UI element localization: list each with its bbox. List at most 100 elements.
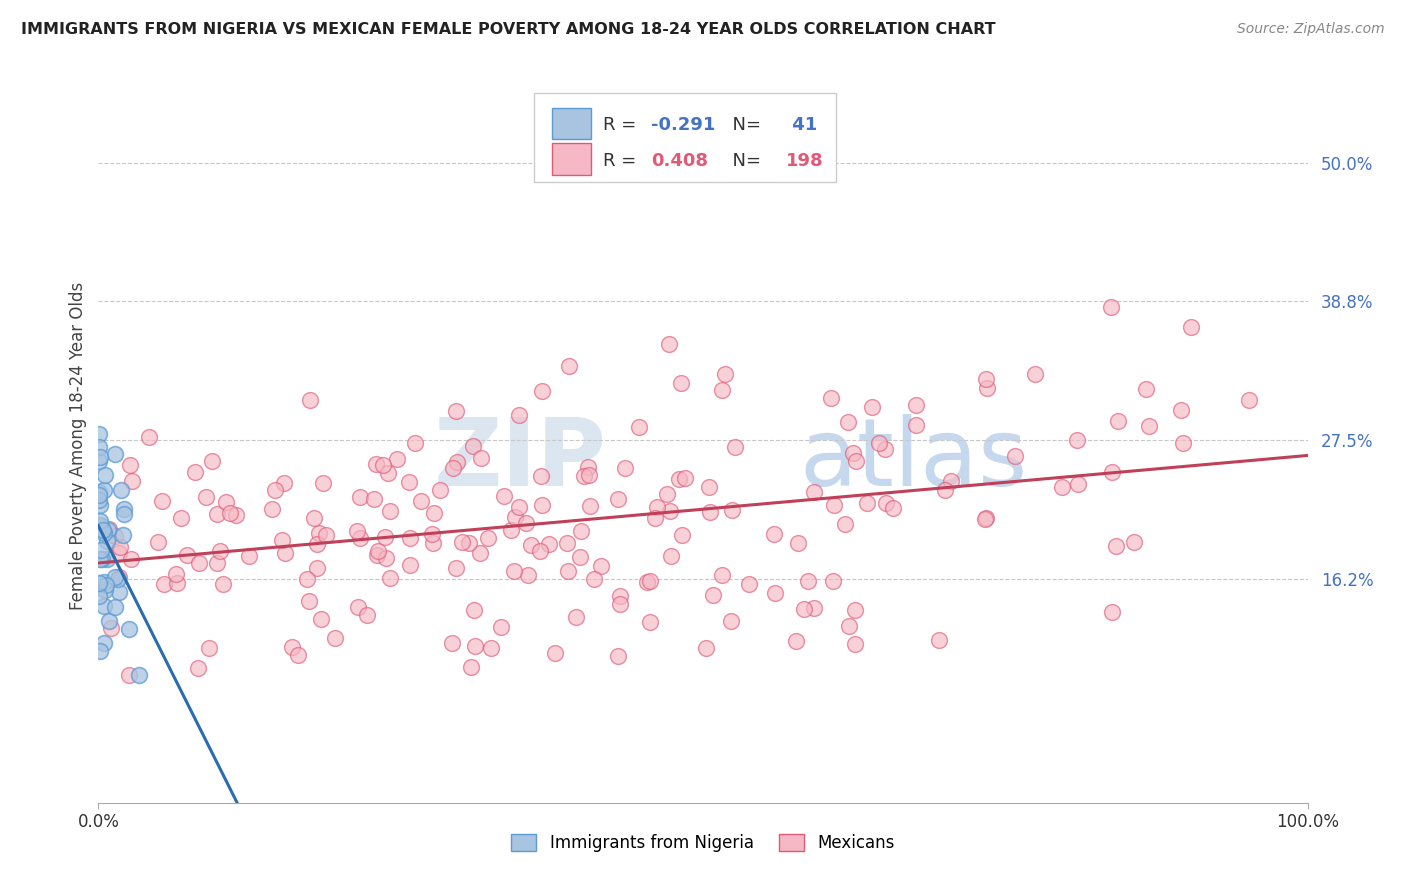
- Point: [834, 516, 856, 531]
- Point: [446, 561, 468, 575]
- Point: [440, 636, 463, 650]
- Point: [516, 568, 538, 582]
- Text: 41: 41: [786, 116, 818, 134]
- Point: [974, 510, 997, 524]
- Point: [1105, 539, 1128, 553]
- Point: [89, 454, 111, 468]
- Point: [572, 469, 595, 483]
- Point: [904, 398, 927, 412]
- Point: [614, 460, 637, 475]
- Point: [699, 505, 721, 519]
- Point: [468, 546, 491, 560]
- Point: [262, 501, 284, 516]
- Point: [463, 439, 485, 453]
- Point: [673, 471, 696, 485]
- Point: [671, 528, 693, 542]
- Point: [89, 644, 111, 658]
- FancyBboxPatch shape: [534, 93, 837, 182]
- Point: [1135, 382, 1157, 396]
- Point: [110, 483, 132, 497]
- Point: [697, 480, 720, 494]
- Point: [659, 504, 682, 518]
- Point: [118, 622, 141, 636]
- Point: [501, 523, 523, 537]
- Point: [1170, 402, 1192, 417]
- Point: [111, 528, 134, 542]
- Point: [366, 548, 388, 562]
- Point: [821, 574, 844, 588]
- Text: atlas: atlas: [800, 414, 1028, 507]
- Point: [569, 524, 592, 538]
- Text: Source: ZipAtlas.com: Source: ZipAtlas.com: [1237, 22, 1385, 37]
- Point: [409, 493, 432, 508]
- Point: [1066, 433, 1088, 447]
- Point: [793, 602, 815, 616]
- Point: [89, 485, 111, 500]
- Point: [583, 572, 606, 586]
- Point: [444, 404, 467, 418]
- Point: [1101, 465, 1123, 479]
- Point: [724, 440, 747, 454]
- Point: [702, 588, 724, 602]
- Point: [94, 577, 117, 591]
- Point: [638, 574, 661, 588]
- Point: [94, 467, 117, 482]
- Point: [1024, 367, 1046, 381]
- Point: [87, 440, 110, 454]
- Point: [108, 546, 131, 560]
- Point: [346, 600, 368, 615]
- Point: [721, 502, 744, 516]
- Point: [97, 614, 120, 628]
- Point: [578, 468, 600, 483]
- Point: [89, 492, 111, 507]
- Point: [112, 507, 135, 521]
- Point: [841, 446, 863, 460]
- Point: [668, 472, 690, 486]
- Point: [93, 483, 115, 497]
- Point: [529, 544, 551, 558]
- Point: [530, 384, 553, 399]
- Point: [464, 639, 486, 653]
- Text: IMMIGRANTS FROM NIGERIA VS MEXICAN FEMALE POVERTY AMONG 18-24 YEAR OLDS CORRELAT: IMMIGRANTS FROM NIGERIA VS MEXICAN FEMAL…: [21, 22, 995, 37]
- Point: [558, 359, 581, 373]
- Point: [481, 641, 503, 656]
- Point: [645, 500, 668, 515]
- Point: [94, 582, 117, 597]
- Point: [458, 536, 481, 550]
- Point: [281, 640, 304, 654]
- Point: [89, 514, 111, 528]
- Text: 198: 198: [786, 152, 824, 169]
- Point: [844, 603, 866, 617]
- Point: [837, 415, 859, 429]
- Point: [1050, 480, 1073, 494]
- Point: [576, 459, 599, 474]
- Point: [274, 546, 297, 560]
- Point: [305, 537, 328, 551]
- Point: [502, 564, 524, 578]
- Point: [271, 533, 294, 547]
- Point: [787, 535, 810, 549]
- Point: [87, 488, 110, 502]
- Point: [398, 558, 420, 573]
- Point: [366, 458, 388, 472]
- Point: [838, 619, 860, 633]
- Text: N=: N=: [721, 116, 766, 134]
- Point: [312, 475, 335, 490]
- Point: [905, 418, 928, 433]
- Point: [470, 451, 492, 466]
- Point: [110, 540, 132, 554]
- Point: [1099, 300, 1122, 314]
- Point: [209, 544, 232, 558]
- Point: [309, 612, 332, 626]
- Point: [108, 585, 131, 599]
- Point: [530, 468, 553, 483]
- Point: [803, 601, 825, 615]
- Point: [152, 576, 174, 591]
- Point: [1107, 414, 1129, 428]
- Point: [104, 570, 127, 584]
- Point: [295, 572, 318, 586]
- Point: [1101, 605, 1123, 619]
- FancyBboxPatch shape: [551, 144, 591, 175]
- Point: [607, 648, 630, 663]
- Point: [763, 586, 786, 600]
